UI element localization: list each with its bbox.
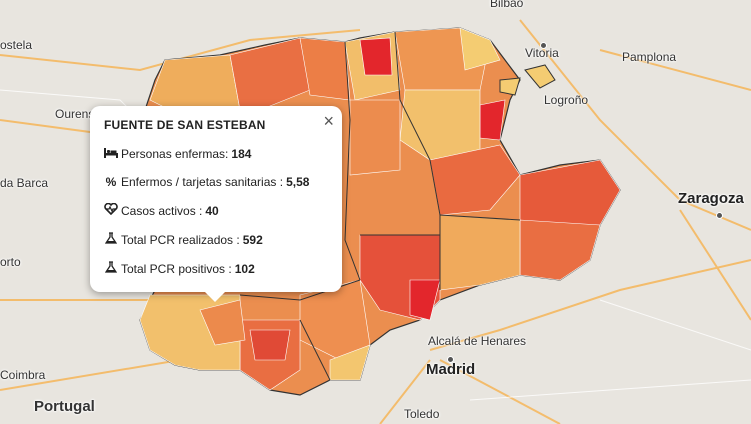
close-icon[interactable]: ×: [323, 111, 334, 131]
row-label: Total PCR realizados :: [121, 232, 240, 247]
city-label: da Barca: [0, 176, 49, 190]
madrid-marker: [447, 356, 454, 363]
vitoria-marker: [540, 42, 547, 49]
popup-title: FUENTE DE SAN ESTEBAN: [104, 118, 266, 132]
popup-row-pcr-total: Total PCR realizados : 592: [104, 232, 328, 247]
city-label: Coimbra: [0, 368, 46, 382]
heartbeat-icon: [104, 202, 118, 218]
row-value: 40: [205, 203, 219, 218]
row-label: Personas enfermas:: [121, 147, 229, 161]
popup-row-enfermos: Personas enfermas: 184: [104, 147, 328, 161]
city-label: Logroño: [544, 93, 589, 107]
row-label: Enfermos / tarjetas sanitarias :: [121, 175, 284, 189]
row-value: 592: [242, 232, 263, 247]
city-label: orto: [0, 255, 21, 269]
row-label: Casos activos :: [121, 203, 203, 218]
row-value: 184: [231, 147, 252, 161]
city-label: Bilbao: [490, 0, 524, 10]
zaragoza-marker: [716, 212, 723, 219]
city-label: Ourense: [55, 107, 102, 121]
city-label: Pamplona: [622, 50, 677, 64]
flask-icon: [104, 232, 118, 247]
city-label: Alcalá de Henares: [428, 334, 527, 348]
city-label: Zaragoza: [678, 190, 744, 207]
row-value: 5,58: [286, 175, 310, 189]
percent-icon: %: [105, 175, 117, 189]
city-label: Madrid: [426, 361, 476, 378]
flask-icon: [104, 261, 118, 276]
popup-row-ratio: % Enfermos / tarjetas sanitarias : 5,58: [104, 175, 328, 189]
row-label: Total PCR positivos :: [121, 261, 232, 276]
city-label: Toledo: [404, 407, 440, 421]
country-label: Portugal: [34, 398, 95, 415]
popup-row-activos: Casos activos : 40: [104, 202, 328, 218]
bed-icon: [104, 147, 118, 161]
row-value: 102: [234, 261, 255, 276]
info-popup: FUENTE DE SAN ESTEBAN × Personas enferma…: [90, 106, 342, 302]
city-label: Vitoria: [525, 46, 559, 60]
city-label: ostela: [0, 38, 33, 52]
popup-row-pcr-positivos: Total PCR positivos : 102: [104, 261, 328, 276]
